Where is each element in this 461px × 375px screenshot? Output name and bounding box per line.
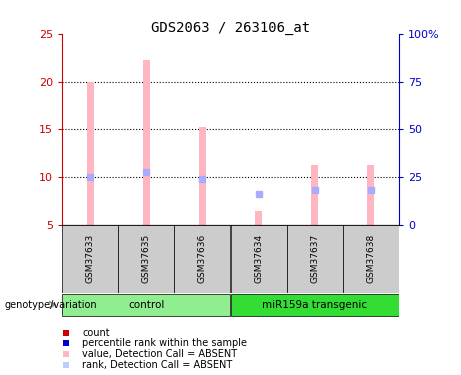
Text: genotype/variation: genotype/variation (5, 300, 97, 310)
Bar (311, 165, 318, 225)
Text: miR159a transgenic: miR159a transgenic (262, 300, 367, 310)
Text: GSM37633: GSM37633 (86, 234, 95, 284)
Bar (287, 225, 343, 292)
Bar (367, 165, 374, 225)
Bar (255, 211, 262, 225)
Text: GSM37635: GSM37635 (142, 234, 151, 284)
Text: rank, Detection Call = ABSENT: rank, Detection Call = ABSENT (83, 360, 233, 370)
Bar (343, 225, 399, 292)
Bar (230, 225, 287, 292)
Text: GDS2063 / 263106_at: GDS2063 / 263106_at (151, 21, 310, 34)
Text: percentile rank within the sample: percentile rank within the sample (83, 338, 248, 348)
Text: GSM37636: GSM37636 (198, 234, 207, 284)
Text: GSM37637: GSM37637 (310, 234, 319, 284)
Bar (143, 60, 150, 225)
Bar (230, 294, 399, 316)
Bar (174, 225, 230, 292)
Bar (87, 82, 94, 225)
Text: GSM37634: GSM37634 (254, 234, 263, 284)
Bar (199, 126, 206, 225)
Text: GSM37638: GSM37638 (366, 234, 375, 284)
Bar (62, 294, 230, 316)
Text: value, Detection Call = ABSENT: value, Detection Call = ABSENT (83, 349, 237, 359)
Text: count: count (83, 328, 110, 338)
Bar (62, 225, 118, 292)
Bar (118, 225, 174, 292)
Text: control: control (128, 300, 165, 310)
